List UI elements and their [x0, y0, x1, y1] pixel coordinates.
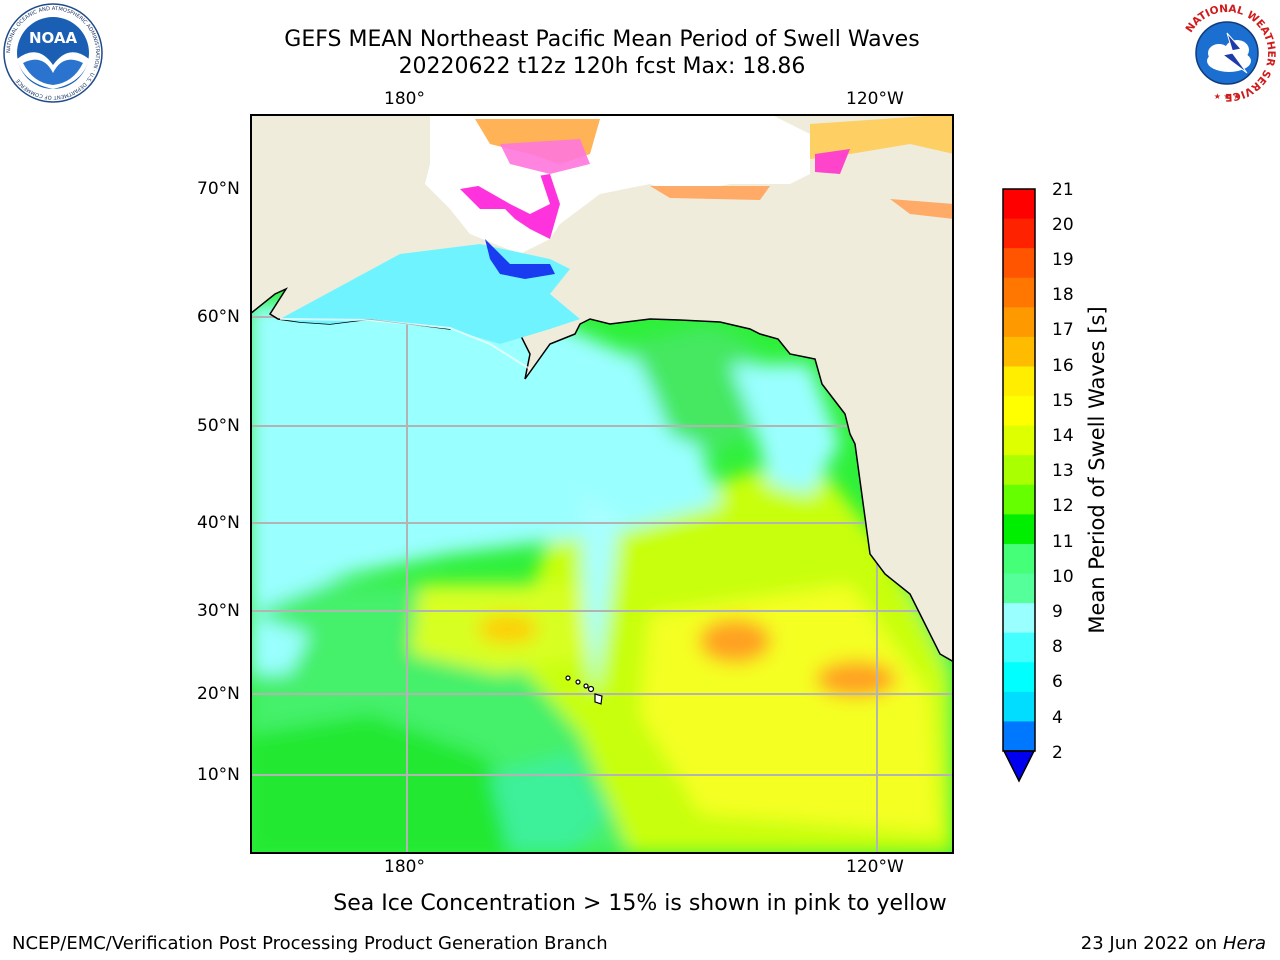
swell-period-map — [250, 114, 954, 854]
colorbar-swatch — [1003, 425, 1035, 456]
colorbar-tick: 4 — [1052, 708, 1063, 728]
colorbar-tick: 12 — [1052, 496, 1074, 516]
lon-label-top-120w: 120°W — [846, 89, 904, 109]
colorbar-tick: 14 — [1052, 426, 1074, 446]
colorbar-tick: 11 — [1052, 532, 1074, 552]
colorbar-tick: 2 — [1052, 743, 1063, 763]
colorbar-swatch — [1003, 455, 1035, 486]
lat-label-40n: 40°N — [197, 513, 240, 533]
colorbar-tick: 9 — [1052, 602, 1063, 622]
colorbar-swatch — [1003, 189, 1035, 220]
colorbar-tick: 13 — [1052, 461, 1074, 481]
colorbar-tick: 19 — [1052, 250, 1074, 270]
chart-subtitle: 20220622 t12z 120h fcst Max: 18.86 — [398, 54, 806, 79]
colorbar-swatch — [1003, 218, 1035, 249]
colorbar — [1002, 188, 1036, 783]
colorbar-swatch — [1003, 721, 1035, 752]
hawaii-islands — [565, 675, 603, 705]
colorbar-swatch — [1003, 573, 1035, 604]
colorbar-tick: 10 — [1052, 567, 1074, 587]
footer-date: 23 Jun 2022 on Hera — [1080, 933, 1266, 954]
nws-logo-icon: NATIONAL WEATHER SERVICE ★ ★ ★ — [1179, 3, 1277, 103]
colorbar-swatch — [1003, 662, 1035, 693]
sea-ice — [460, 114, 954, 239]
chart-title: GEFS MEAN Northeast Pacific Mean Period … — [284, 27, 920, 52]
colorbar-swatch — [1003, 248, 1035, 279]
lon-label-top-180: 180° — [384, 89, 425, 109]
svg-text:NOAA: NOAA — [29, 29, 78, 47]
colorbar-tick: 6 — [1052, 672, 1063, 692]
colorbar-tick: 15 — [1052, 391, 1074, 411]
lon-label-bottom-120w: 120°W — [846, 857, 904, 877]
colorbar-swatch — [1003, 336, 1035, 367]
colorbar-extend-arrow — [1002, 750, 1036, 783]
colorbar-swatch — [1003, 514, 1035, 545]
colorbar-swatch — [1003, 484, 1035, 515]
footer-credit: NCEP/EMC/Verification Post Processing Pr… — [12, 933, 608, 954]
colorbar-tick: 8 — [1052, 637, 1063, 657]
colorbar-swatch — [1003, 603, 1035, 634]
lat-label-50n: 50°N — [197, 416, 240, 436]
sea-ice-note: Sea Ice Concentration > 15% is shown in … — [333, 891, 947, 916]
colorbar-tick: 21 — [1052, 180, 1074, 200]
footer-host: Hera — [1222, 933, 1266, 954]
colorbar-tick: 16 — [1052, 356, 1074, 376]
colorbar-tick: 17 — [1052, 320, 1074, 340]
colorbar-swatch — [1003, 691, 1035, 722]
lat-label-60n: 60°N — [197, 307, 240, 327]
lon-label-bottom-180: 180° — [384, 857, 425, 877]
lat-label-10n: 10°N — [197, 765, 240, 785]
short-period-patch — [485, 239, 555, 279]
colorbar-tick: 20 — [1052, 215, 1074, 235]
lat-label-20n: 20°N — [197, 684, 240, 704]
colorbar-swatch — [1003, 632, 1035, 663]
svg-text:★ ★ ★: ★ ★ ★ — [1214, 92, 1241, 101]
lat-label-70n: 70°N — [197, 179, 240, 199]
colorbar-tick: 18 — [1052, 285, 1074, 305]
colorbar-swatch — [1003, 396, 1035, 427]
colorbar-swatch — [1003, 543, 1035, 575]
colorbar-swatch — [1003, 307, 1035, 338]
colorbar-swatch — [1003, 366, 1035, 397]
noaa-logo-icon: NOAA NATIONAL OCEANIC AND ATMOSPHERIC AD… — [3, 3, 103, 103]
colorbar-swatch — [1003, 277, 1035, 308]
lat-label-30n: 30°N — [197, 601, 240, 621]
